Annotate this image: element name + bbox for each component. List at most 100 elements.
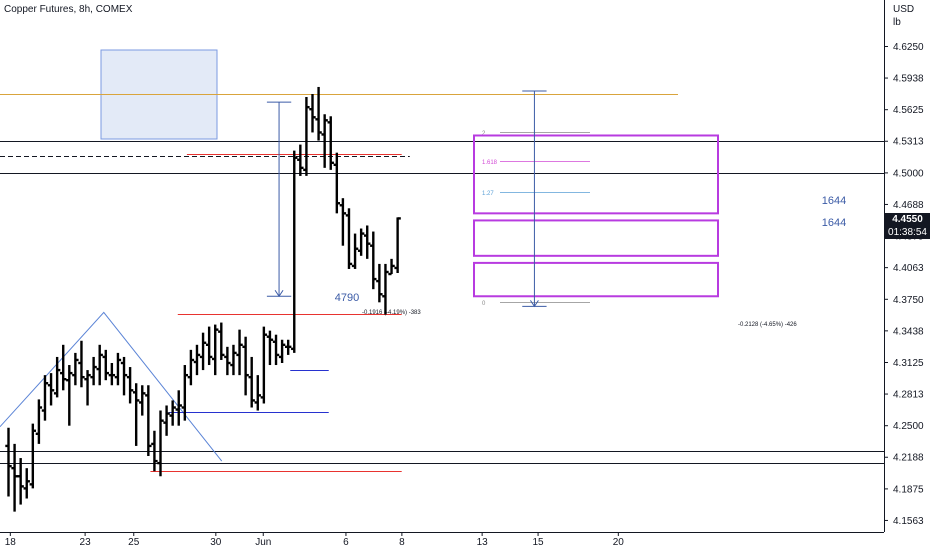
ohlc-bar [376, 263, 383, 303]
ohlc-bar [333, 152, 341, 214]
ohlc-bar [84, 370, 91, 406]
ohlc-bar [151, 430, 158, 472]
y-tick-label: 4.5938 [893, 74, 924, 85]
ohlc-bar [297, 144, 304, 176]
ohlc-bar [108, 363, 116, 386]
horizontal-lines[interactable] [0, 94, 884, 464]
fib-level-label: 1.27 [482, 191, 494, 197]
x-tick-label: 20 [613, 537, 625, 548]
ohlc-bar [120, 356, 128, 396]
ohlc-bar [23, 468, 30, 499]
ohlc-bar [394, 217, 401, 274]
currency-unit: USD [893, 4, 915, 15]
ohlc-bar [260, 326, 268, 404]
target-zone-box[interactable] [473, 134, 719, 215]
price-range-measures[interactable]: 4790-0.1916 (-4.19%) -383 1644 -0.2128 (-4… [266, 90, 846, 328]
x-axis-ticks: 18 23 25 30 Jun 6 8 13 15 20 [5, 532, 625, 548]
last-price-tag: 4.4550 [885, 213, 930, 226]
ohlc-bar [35, 399, 43, 444]
zigzag-line[interactable] [0, 311, 223, 462]
y-tick-label: 4.5313 [893, 137, 924, 148]
axis-frame [0, 0, 885, 533]
fib-level-label: 0 [482, 301, 486, 307]
y-tick-label: 4.6250 [893, 42, 924, 53]
chart-title: Copper Futures, 8h, COMEX [4, 4, 133, 15]
fib-level-label: 1.618 [482, 160, 498, 166]
measure-label: 1644 [822, 195, 846, 207]
ohlc-bar [53, 356, 61, 398]
ohlc-bar [382, 263, 389, 315]
price-unit: lb [893, 17, 901, 28]
ohlc-bar [157, 410, 164, 477]
ohlc-bar [339, 198, 347, 246]
ohlc-bar [114, 352, 122, 386]
ohlc-bar [291, 150, 298, 353]
y-tick-label: 4.4063 [893, 263, 924, 274]
y-tick-label: 4.1875 [893, 484, 924, 495]
ohlc-bar [284, 339, 292, 355]
y-tick-label: 4.2188 [893, 453, 924, 464]
ohlc-bar [242, 336, 249, 396]
x-tick-label: 15 [533, 537, 545, 548]
ohlc-bar [315, 86, 322, 141]
y-tick-label: 4.5625 [893, 105, 924, 116]
ohlc-bar [309, 94, 316, 133]
ohlc-bar [96, 344, 103, 386]
ohlc-bar [187, 349, 195, 386]
measure-change-label: -0.1916 (-4.19%) -383 [362, 310, 421, 316]
ohlc-bar [11, 443, 18, 512]
ohlc-bar [126, 367, 134, 404]
measure-label: 1644 [822, 217, 846, 229]
ohlc-bar [212, 324, 219, 376]
ohlc-bar [47, 373, 55, 406]
ohlc-bar [72, 352, 79, 386]
ohlc-bar [364, 225, 371, 259]
ohlc-bar [236, 329, 243, 376]
ohlc-bar [5, 427, 12, 497]
ohlc-bar [278, 339, 286, 364]
ohlc-bar [60, 344, 67, 391]
ohlc-bar [224, 346, 231, 376]
measure-change-label: -0.2128 (-4.65%) -426 [738, 322, 797, 328]
y-axis-ticks: 4.62504.59384.56254.53134.50004.46884.43… [884, 42, 924, 527]
target-zone-box[interactable] [473, 219, 719, 257]
y-tick-label: 4.4688 [893, 200, 924, 211]
ohlc-bar [78, 340, 85, 388]
ohlc-bar [303, 97, 310, 176]
y-tick-label: 4.3125 [893, 358, 924, 369]
x-tick-label: Jun [255, 537, 271, 548]
x-tick-label: 6 [343, 537, 349, 548]
target-zone-box[interactable] [473, 261, 719, 298]
x-tick-label: 25 [128, 537, 140, 548]
ohlc-bar [181, 365, 189, 421]
ohlc-bar [230, 344, 237, 376]
ohlc-bar [370, 231, 377, 290]
ohlc-bar [357, 228, 365, 256]
measure-label: 4790 [335, 292, 359, 304]
ohlc-bar [272, 334, 280, 366]
y-tick-label: 4.3438 [893, 326, 924, 337]
ohlc-bar [388, 258, 395, 276]
ohlc-bar [139, 385, 146, 416]
bar-countdown: 01:38:54 [885, 226, 930, 239]
y-tick-label: 4.1563 [893, 516, 924, 527]
ohlc-bar [102, 349, 109, 381]
ohlc-bar [90, 356, 97, 386]
target-zones[interactable] [473, 134, 719, 298]
ohlc-bar [41, 375, 49, 421]
x-tick-label: 8 [399, 537, 405, 548]
ohlc-bar [199, 332, 207, 371]
ohlc-bar [351, 233, 359, 269]
ohlc-bar [29, 423, 37, 489]
ohlc-bar [254, 375, 261, 411]
ohlc-bar [66, 365, 73, 426]
ohlc-bar [163, 405, 170, 436]
zigzag-pattern[interactable] [0, 311, 223, 462]
x-tick-label: 13 [477, 537, 489, 548]
ohlc-bars [5, 86, 401, 512]
ohlc-bar [327, 116, 334, 170]
measure-arrowhead [530, 300, 539, 308]
fib-extension[interactable]: 2 1.618 1.27 0 [482, 131, 590, 307]
y-tick-label: 4.2813 [893, 390, 924, 401]
